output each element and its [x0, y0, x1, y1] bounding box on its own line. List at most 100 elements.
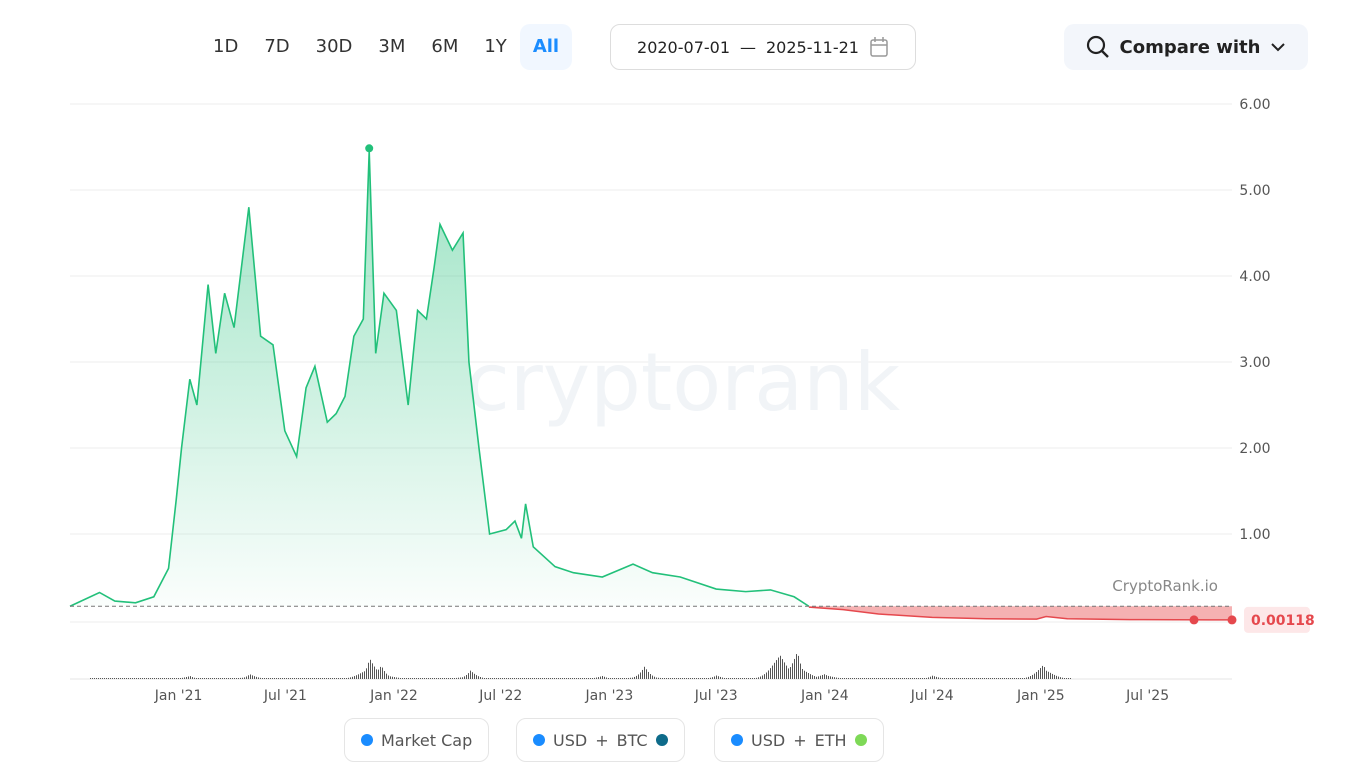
volume-bar	[784, 662, 785, 679]
volume-bar	[612, 678, 613, 679]
compare-label: Compare with	[1119, 36, 1261, 58]
volume-bar	[568, 678, 569, 679]
volume-bar	[910, 678, 911, 679]
volume-bar	[1044, 667, 1045, 679]
volume-bar	[364, 671, 365, 679]
volume-bar	[814, 676, 815, 679]
x-tick-label: Jan '25	[1016, 688, 1065, 704]
volume-bar	[1016, 678, 1017, 679]
volume-bar	[388, 675, 389, 679]
legend-dot	[533, 734, 545, 746]
volume-bar	[1008, 678, 1009, 679]
volume-bar	[192, 677, 193, 679]
volume-bar	[1020, 678, 1021, 679]
period-7d[interactable]: 7D	[264, 36, 290, 57]
legend-label: Market Cap	[381, 730, 473, 750]
volume-bar	[754, 678, 755, 679]
source-label: CryptoRank.io	[1112, 577, 1218, 595]
volume-bar	[1000, 678, 1001, 679]
volume-bar	[510, 678, 511, 679]
volume-bar	[648, 671, 649, 679]
volume-bar	[804, 670, 805, 679]
volume-bar	[220, 678, 221, 679]
date-to[interactable]: 2025-11-21	[766, 37, 859, 57]
period-1y[interactable]: 1Y	[484, 36, 507, 57]
legend-label: ETH	[814, 730, 847, 750]
volume-bar	[684, 678, 685, 679]
legend-usd-eth[interactable]: USD + ETH	[714, 718, 884, 762]
volume-bar	[700, 678, 701, 679]
volume-bar	[162, 678, 163, 679]
volume-bar	[270, 678, 271, 679]
volume-bar	[530, 678, 531, 679]
volume-bar	[420, 678, 421, 679]
volume-bar	[584, 678, 585, 679]
volume-bar	[758, 677, 759, 679]
volume-bar	[590, 678, 591, 679]
volume-bar	[594, 677, 595, 679]
period-3m[interactable]: 3M	[378, 36, 406, 57]
volume-bar	[478, 676, 479, 679]
volume-bar	[956, 678, 957, 679]
volume-bar	[156, 678, 157, 679]
calendar-icon[interactable]	[869, 36, 889, 58]
volume-bar	[436, 678, 437, 679]
legend-usd-btc[interactable]: USD + BTC	[516, 718, 685, 762]
date-range-picker[interactable]: 2020-07-01 — 2025-11-21	[610, 24, 916, 70]
volume-bar	[782, 659, 783, 679]
volume-bar	[392, 676, 393, 679]
volume-bar	[224, 678, 225, 679]
volume-bar	[1018, 678, 1019, 679]
volume-bar	[822, 674, 823, 679]
volume-bar	[106, 678, 107, 679]
period-1d[interactable]: 1D	[213, 36, 239, 57]
volume-bar	[806, 671, 807, 679]
volume-bar	[130, 678, 131, 679]
volume-bar	[452, 678, 453, 679]
volume-bar	[346, 678, 347, 679]
volume-bar	[92, 678, 93, 679]
volume-bar	[748, 678, 749, 679]
volume-bar	[464, 676, 465, 679]
volume-bar	[116, 678, 117, 679]
period-30d[interactable]: 30D	[315, 36, 353, 57]
volume-bar	[1058, 676, 1059, 679]
period-6m[interactable]: 6M	[431, 36, 459, 57]
volume-bar	[398, 677, 399, 679]
volume-bar	[658, 677, 659, 679]
volume-bar	[170, 678, 171, 679]
volume-bar	[922, 678, 923, 679]
legend-label: USD	[751, 730, 786, 750]
volume-bar	[446, 678, 447, 679]
volume-bar	[242, 677, 243, 679]
legend-plus: +	[793, 730, 807, 750]
legend-market-cap[interactable]: Market Cap	[344, 718, 490, 762]
volume-bar	[632, 677, 633, 679]
volume-bar	[544, 678, 545, 679]
volume-bar	[540, 678, 541, 679]
volume-bar	[450, 678, 451, 679]
volume-bar	[624, 678, 625, 679]
volume-bar	[854, 678, 855, 679]
volume-bar	[936, 676, 937, 679]
volume-bar	[490, 678, 491, 679]
volume-bar	[760, 676, 761, 679]
compare-with-button[interactable]: Compare with	[1064, 24, 1308, 70]
volume-bar	[808, 673, 809, 679]
volume-bar	[892, 678, 893, 679]
volume-bar	[356, 675, 357, 679]
period-all[interactable]: All	[519, 24, 573, 70]
volume-bar	[312, 678, 313, 679]
legend-dot	[731, 734, 743, 746]
volume-bar	[724, 677, 725, 679]
volume-bar	[1052, 673, 1053, 679]
volume-bar	[652, 675, 653, 679]
volume-bar	[856, 678, 857, 679]
date-from[interactable]: 2020-07-01	[637, 37, 730, 57]
volume-bar	[166, 678, 167, 679]
volume-bar	[550, 678, 551, 679]
volume-bar	[352, 676, 353, 679]
volume-bar	[990, 678, 991, 679]
volume-bar	[630, 677, 631, 679]
